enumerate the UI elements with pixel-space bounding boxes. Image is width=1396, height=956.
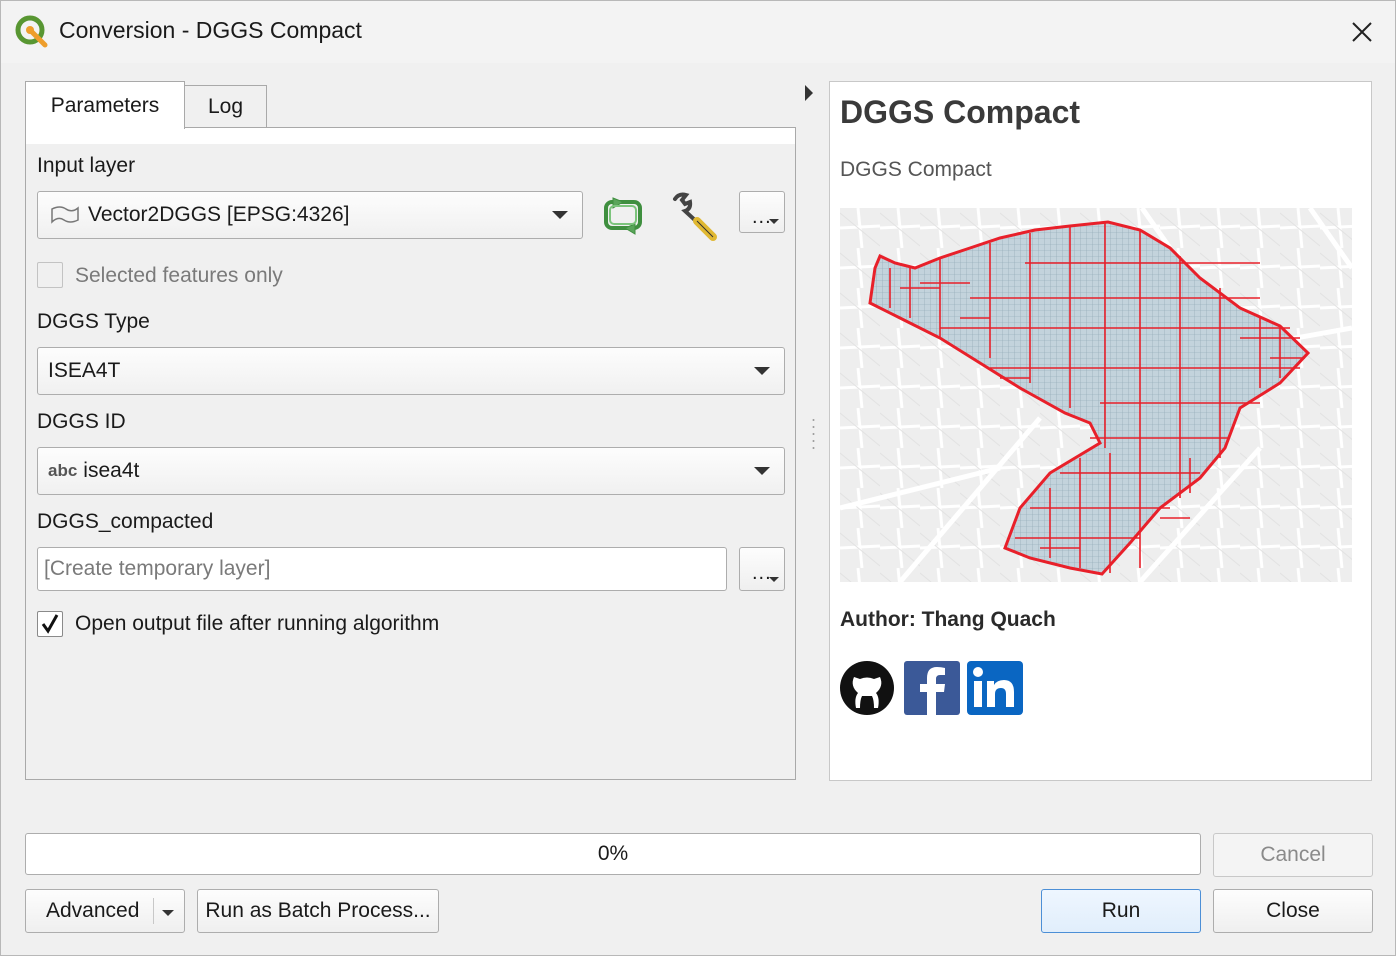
chevron-down-icon xyxy=(769,577,779,582)
close-icon[interactable] xyxy=(1343,13,1381,51)
github-icon[interactable] xyxy=(838,660,896,716)
string-field-icon: abc xyxy=(48,461,78,480)
window-title: Conversion - DGGS Compact xyxy=(59,17,362,43)
collapse-arrow-icon[interactable] xyxy=(805,85,813,101)
output-path-input[interactable]: [Create temporary layer] xyxy=(37,547,727,591)
facebook-icon[interactable] xyxy=(903,660,961,716)
input-layer-label: Input layer xyxy=(37,154,136,177)
run-batch-button[interactable]: Run as Batch Process... xyxy=(197,889,439,933)
cancel-button[interactable]: Cancel xyxy=(1213,833,1373,877)
chevron-down-icon xyxy=(754,467,770,475)
chevron-down-icon xyxy=(552,211,568,219)
output-placeholder: [Create temporary layer] xyxy=(44,557,271,580)
author-label: Author: Thang Quach xyxy=(840,608,1056,631)
split-separator xyxy=(153,898,154,924)
input-layer-value: Vector2DGGS [EPSG:4326] xyxy=(88,203,350,226)
tab-log[interactable]: Log xyxy=(184,85,267,128)
dggs-type-label: DGGS Type xyxy=(37,310,150,333)
output-browse-button[interactable]: ... xyxy=(739,547,785,591)
wrench-icon[interactable] xyxy=(669,191,723,241)
output-label: DGGS_compacted xyxy=(37,510,214,533)
help-subtitle: DGGS Compact xyxy=(840,158,992,181)
progress-bar: 0% xyxy=(25,833,1201,875)
browse-dots: ... xyxy=(752,206,772,228)
close-button[interactable]: Close xyxy=(1213,889,1373,933)
dggs-type-value: ISEA4T xyxy=(48,359,121,382)
dggs-type-combo[interactable]: ISEA4T xyxy=(37,347,785,395)
chevron-down-icon xyxy=(754,367,770,375)
splitter-handle[interactable] xyxy=(812,417,815,453)
help-panel: DGGS Compact DGGS Compact xyxy=(829,81,1372,781)
input-layer-browse-button[interactable]: ... xyxy=(739,191,785,233)
open-output-checkbox[interactable] xyxy=(37,611,63,637)
checkmark-icon xyxy=(41,614,59,634)
open-output-label: Open output file after running algorithm xyxy=(75,612,440,635)
browse-dots: ... xyxy=(752,562,772,584)
title-bar: Conversion - DGGS Compact xyxy=(1,1,1395,63)
tab-parameters[interactable]: Parameters xyxy=(25,81,185,129)
advanced-button[interactable]: Advanced xyxy=(25,889,185,933)
dggs-id-label: DGGS ID xyxy=(37,410,126,433)
polygon-layer-icon xyxy=(51,206,79,224)
input-layer-combo[interactable]: Vector2DGGS [EPSG:4326] xyxy=(37,191,583,239)
chevron-down-icon xyxy=(769,219,779,224)
advanced-label: Advanced xyxy=(46,899,140,922)
help-title: DGGS Compact xyxy=(840,94,1081,130)
qgis-logo-icon xyxy=(15,15,48,48)
linkedin-icon[interactable] xyxy=(966,660,1024,716)
run-button[interactable]: Run xyxy=(1041,889,1201,933)
panel-header-strip xyxy=(26,128,795,144)
dggs-id-combo[interactable]: abc isea4t xyxy=(37,447,785,495)
selected-features-checkbox[interactable] xyxy=(37,262,63,288)
dggs-compact-preview-image xyxy=(840,208,1352,582)
chevron-down-icon xyxy=(162,910,174,916)
progress-label: 0% xyxy=(597,842,629,865)
refresh-icon[interactable] xyxy=(601,194,649,238)
selected-features-label: Selected features only xyxy=(75,264,283,287)
dggs-id-value: isea4t xyxy=(83,459,140,482)
